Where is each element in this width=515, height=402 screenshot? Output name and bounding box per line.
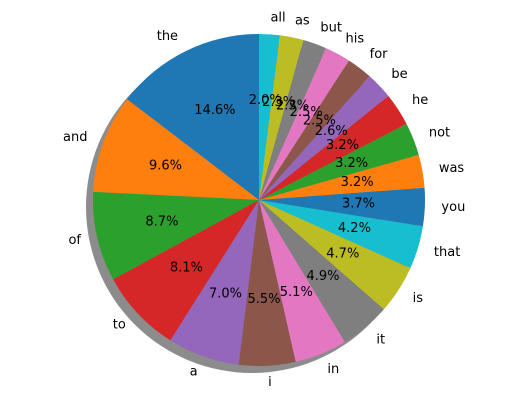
pie-slice-i [238,200,296,366]
percent-label-the: 14.6% [194,103,235,118]
pie-slice-it [259,200,384,343]
pie-slice-but [259,40,326,200]
percent-label-not: 3.2% [335,156,368,171]
percent-label-all: 2.0% [249,93,282,108]
percent-label-and: 9.6% [149,158,182,173]
slice-labels: the and of to a i in it is that you was not hebeforhi… [63,10,465,390]
pie-slice-he [259,95,407,200]
percent-label-for: 2.5% [303,113,336,128]
percent-label-as: 2.3% [262,95,295,110]
slice-label-a: a [190,364,198,379]
pie-slice-you [259,187,425,227]
slice-label-is: is [413,291,424,306]
percent-label-to: 8.1% [170,261,203,276]
slice-label-the: the [157,29,178,44]
percent-label-it: 4.9% [307,269,340,284]
percent-label-but: 2.3% [276,99,309,114]
slice-label-his: his [346,32,365,47]
pie-slice-for [259,60,370,200]
slice-label-was: was [439,161,465,176]
percent-label-of: 8.7% [145,215,178,230]
pie-slice-a [170,200,259,365]
pie-slice-the [127,34,259,200]
percent-label-a: 7.0% [209,286,242,301]
pie-slice-and [93,99,259,200]
pie-slice-all [259,34,280,200]
percent-label-is: 4.7% [326,246,359,261]
slice-label-he: he [412,93,428,108]
pie-slice-that [259,200,423,269]
slice-label-be: be [391,67,407,82]
slice-label-all: all [270,10,285,25]
pie-slice-be [259,76,389,200]
slice-label-but: but [320,21,342,36]
percent-label-his: 2.5% [290,105,323,120]
percent-label-be: 2.6% [315,124,348,139]
slice-label-and: and [63,130,87,145]
percent-label-you: 3.7% [342,197,375,212]
pie-slice-as [259,35,304,200]
slice-label-that: that [434,245,460,260]
slice-label-as: as [295,13,310,28]
slice-label-not: not [429,125,450,140]
pie-slice-is [259,200,411,310]
slice-label-of: of [68,233,81,248]
pie-slice-not [259,123,419,200]
pie-slice-was [259,154,425,200]
percent-label-i: 5.5% [247,292,280,307]
slice-label-you: you [441,200,465,215]
percent-label-he: 3.2% [326,138,359,153]
pie-slice-of [92,191,259,280]
percent-label-that: 4.2% [338,221,371,236]
pie-slice-to [113,200,259,341]
slice-label-i: i [268,375,272,390]
pie-slice-in [259,200,345,362]
percent-label-was: 3.2% [341,175,374,190]
pie-slices [92,34,425,366]
slice-label-it: it [376,332,385,347]
percent-label-in: 5.1% [280,285,313,300]
slice-label-to: to [113,317,126,332]
slice-label-for: for [370,47,389,62]
pie-slice-his [259,48,349,200]
percent-labels: 14.6% 9.6% 8.7% 8.1% 7.0% 5.5% 5.1%4.9% 4.7% 4.2… [145,93,375,307]
slice-label-in: in [327,362,339,377]
